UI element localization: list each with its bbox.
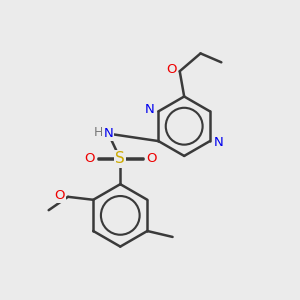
- Text: N: N: [213, 136, 223, 149]
- Text: O: O: [146, 152, 157, 165]
- Text: N: N: [145, 103, 155, 116]
- Text: S: S: [116, 152, 125, 166]
- Text: O: O: [84, 152, 94, 165]
- Text: O: O: [166, 63, 177, 76]
- Text: N: N: [103, 127, 113, 140]
- Text: O: O: [54, 189, 65, 202]
- Text: H: H: [93, 126, 103, 139]
